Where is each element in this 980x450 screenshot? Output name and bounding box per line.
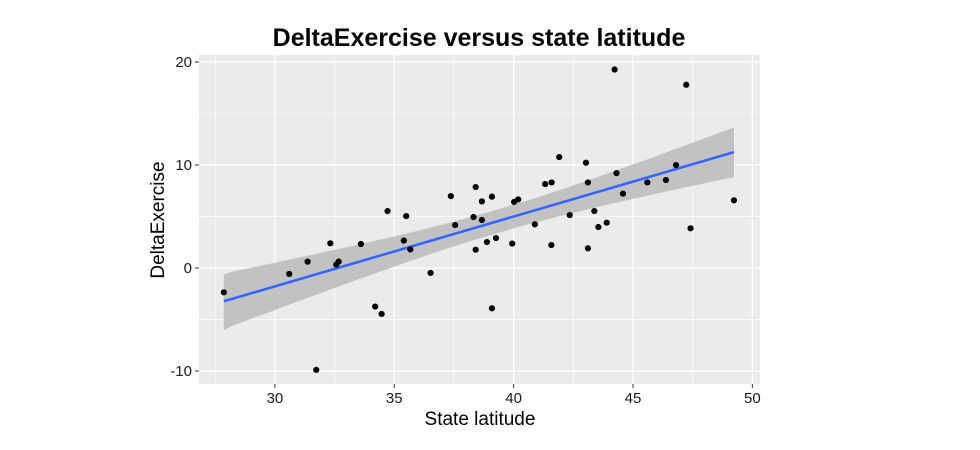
data-point [472,246,479,253]
x-axis-title: State latitude [425,409,536,430]
y-tick-label: -10 [170,363,192,380]
data-point [613,170,620,177]
data-point [611,66,618,73]
data-point [313,366,320,373]
data-point [472,183,479,191]
data-point [357,240,364,248]
x-tick-label: 45 [625,390,642,407]
data-point [531,221,538,228]
data-point [603,219,610,226]
data-point [730,197,738,204]
data-point [378,310,385,318]
data-point [286,270,293,278]
data-point [582,159,590,166]
x-tick-label: 35 [386,390,403,407]
data-point [566,211,573,219]
y-tick-label: 20 [175,54,192,71]
data-point [478,198,485,205]
data-point [672,162,680,169]
x-tick-label: 50 [744,390,761,407]
data-point [619,190,627,197]
data-point [509,240,516,247]
y-axis-title: DeltaExercise [148,161,169,278]
data-point [662,176,670,184]
data-point [335,258,342,265]
data-point [384,207,391,215]
data-point [483,238,491,246]
data-point [220,289,227,296]
data-point [584,245,591,252]
data-point [492,234,500,242]
data-point [591,207,598,215]
data-point [556,153,563,161]
data-point [403,213,410,220]
x-tick-label: 30 [267,390,284,407]
data-point [372,303,379,310]
data-point [687,225,694,232]
data-point [644,179,651,186]
data-point [595,223,602,231]
y-tick-label: 10 [175,157,192,174]
data-point [548,179,555,186]
data-point [470,213,477,221]
chart-title: DeltaExercise versus state latitude [273,24,686,52]
minor-gridlines [199,55,760,384]
data-point [400,237,407,244]
confidence-band [223,127,735,331]
data-point [683,81,690,88]
data-point [488,305,496,312]
data-point [447,193,454,200]
x-axis-ticks: 30 35 40 45 50 [267,384,761,407]
data-point [488,193,496,200]
y-axis-ticks: -10 0 10 20 [170,54,199,380]
regression-line [223,150,735,303]
data-point [327,240,334,247]
y-tick-label: 0 [184,260,192,277]
data-point [452,221,459,229]
data-point [304,258,311,265]
data-point [548,241,555,249]
data-points [220,66,738,373]
data-point [407,246,414,253]
data-point [478,216,485,224]
data-point [427,269,434,277]
data-point [515,196,522,203]
data-point [584,179,591,186]
x-tick-label: 40 [505,390,522,407]
data-point [542,180,549,188]
